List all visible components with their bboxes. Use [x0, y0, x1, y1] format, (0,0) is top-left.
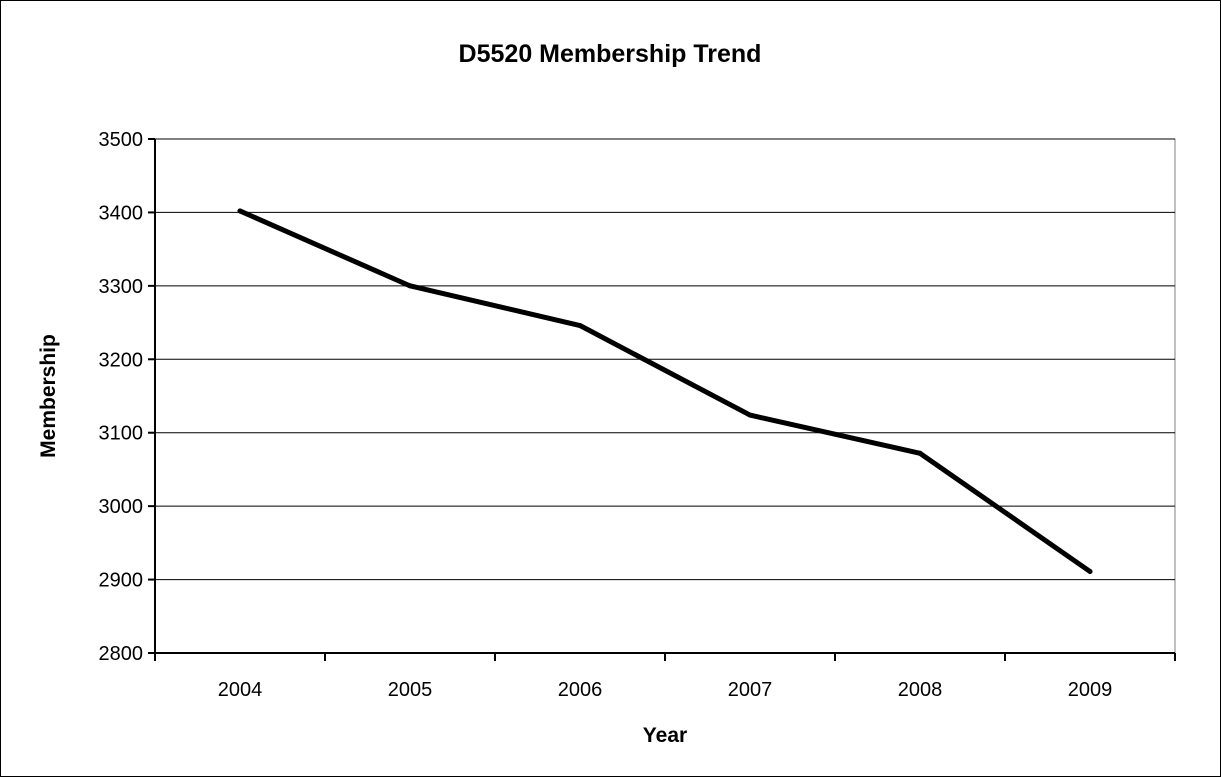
series-line — [237, 208, 1093, 574]
x-tick-label: 2009 — [1068, 679, 1113, 701]
plot-border — [154, 138, 1176, 654]
y-tick-label: 3500 — [99, 129, 144, 151]
x-tick-label: 2004 — [218, 679, 263, 701]
y-tick-label: 2900 — [99, 570, 144, 592]
y-tick-label: 3300 — [99, 276, 144, 298]
y-tick-label: 3000 — [99, 496, 144, 518]
x-tick-label: 2006 — [558, 679, 603, 701]
x-tick-label: 2008 — [898, 679, 943, 701]
data-point — [407, 283, 413, 289]
data-point — [1087, 568, 1093, 574]
data-point — [237, 208, 243, 214]
series-group — [237, 208, 1093, 574]
data-point — [917, 450, 923, 456]
chart-title: D5520 Membership Trend — [459, 40, 762, 68]
grid-lines — [155, 138, 1175, 581]
data-point — [577, 323, 583, 329]
data-point — [747, 412, 753, 418]
y-ticks: 2800 2900 3000 3100 3200 3300 3400 3500 — [99, 129, 155, 665]
y-tick-label: 3200 — [99, 349, 144, 371]
x-tick-label: 2005 — [388, 679, 433, 701]
y-tick-label: 3400 — [99, 202, 144, 224]
x-tick-label: 2007 — [728, 679, 773, 701]
y-tick-label: 2800 — [99, 643, 144, 665]
x-ticks: 2004 2005 2006 2007 2008 2009 — [154, 653, 1176, 701]
y-axis-title: Membership — [37, 334, 60, 458]
y-tick-label: 3100 — [99, 423, 144, 445]
x-axis-title: Year — [643, 724, 687, 747]
